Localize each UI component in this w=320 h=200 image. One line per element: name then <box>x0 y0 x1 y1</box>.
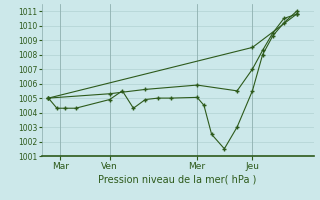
X-axis label: Pression niveau de la mer( hPa ): Pression niveau de la mer( hPa ) <box>99 175 257 185</box>
